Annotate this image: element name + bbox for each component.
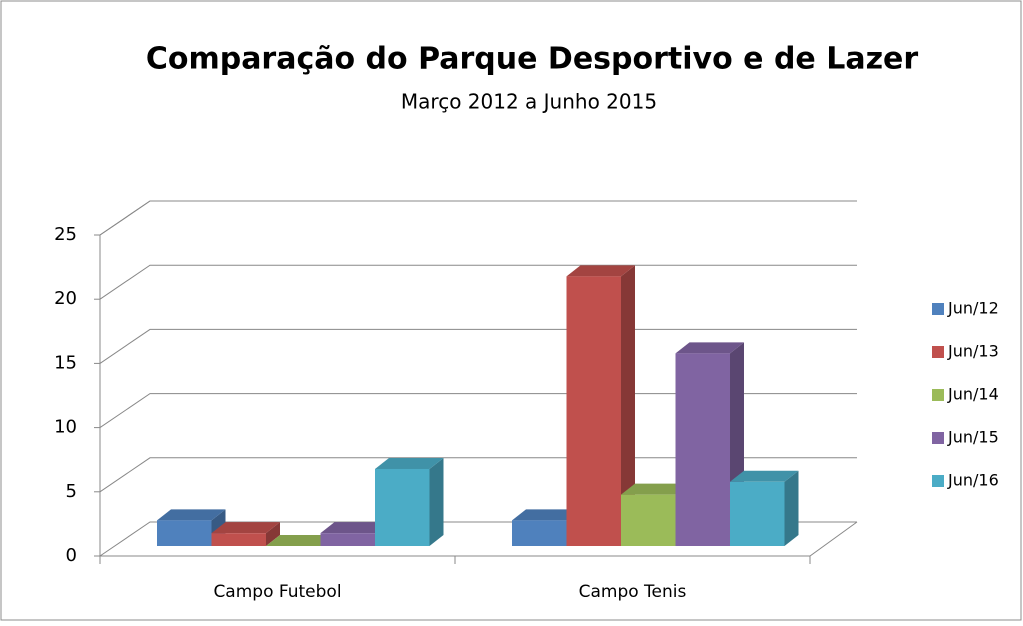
bar-face	[375, 468, 430, 546]
bar-face	[675, 353, 730, 546]
bar	[375, 457, 444, 546]
y-tick-label: 0	[66, 545, 77, 566]
legend-swatch	[932, 303, 944, 315]
y-tick-label: 15	[54, 352, 77, 373]
bar-face	[621, 483, 690, 495]
x-tick-label: Campo Tenis	[579, 582, 687, 602]
bar	[266, 535, 335, 546]
chart-subtitle: Março 2012 a Junho 2015	[401, 90, 657, 114]
y-tick-label: 25	[54, 224, 77, 245]
y-tick-label: 5	[66, 481, 77, 502]
legend-swatch	[932, 432, 944, 444]
legend-label: Jun/13	[947, 342, 999, 361]
legend-label: Jun/16	[947, 471, 999, 490]
bar	[211, 522, 280, 546]
bar-face	[566, 265, 635, 277]
y-tick-label: 10	[54, 417, 77, 438]
bar-face	[211, 522, 280, 534]
bar-face	[211, 533, 266, 546]
bar-face	[730, 470, 799, 482]
bar	[730, 470, 799, 546]
bar-face	[266, 522, 280, 546]
bar	[566, 265, 635, 546]
legend-swatch	[932, 389, 944, 401]
legend-swatch	[932, 346, 944, 358]
legend-swatch	[932, 475, 944, 487]
legend-label: Jun/12	[947, 299, 999, 318]
bar-face	[621, 494, 676, 546]
bar-face	[621, 265, 635, 546]
bar-face	[512, 520, 567, 546]
bar-face	[320, 533, 375, 546]
chart-title: Comparação do Parque Desportivo e de Laz…	[146, 42, 919, 77]
bar-face	[320, 522, 389, 534]
legend-label: Jun/14	[947, 385, 999, 404]
legend-label: Jun/15	[947, 428, 999, 447]
bar-face	[157, 509, 226, 521]
bar-face	[730, 481, 785, 546]
y-tick-label: 20	[54, 288, 77, 309]
grid-line	[99, 264, 857, 300]
x-tick-label: Campo Futebol	[213, 582, 341, 602]
bar-face	[675, 342, 744, 354]
grid-line	[99, 200, 857, 236]
bar-face	[157, 520, 212, 546]
bar-face	[375, 457, 444, 469]
bar-face	[566, 276, 621, 546]
bar-face	[266, 535, 335, 546]
bar-face	[512, 509, 581, 521]
bar-face	[784, 470, 799, 546]
bar-face	[429, 457, 444, 546]
